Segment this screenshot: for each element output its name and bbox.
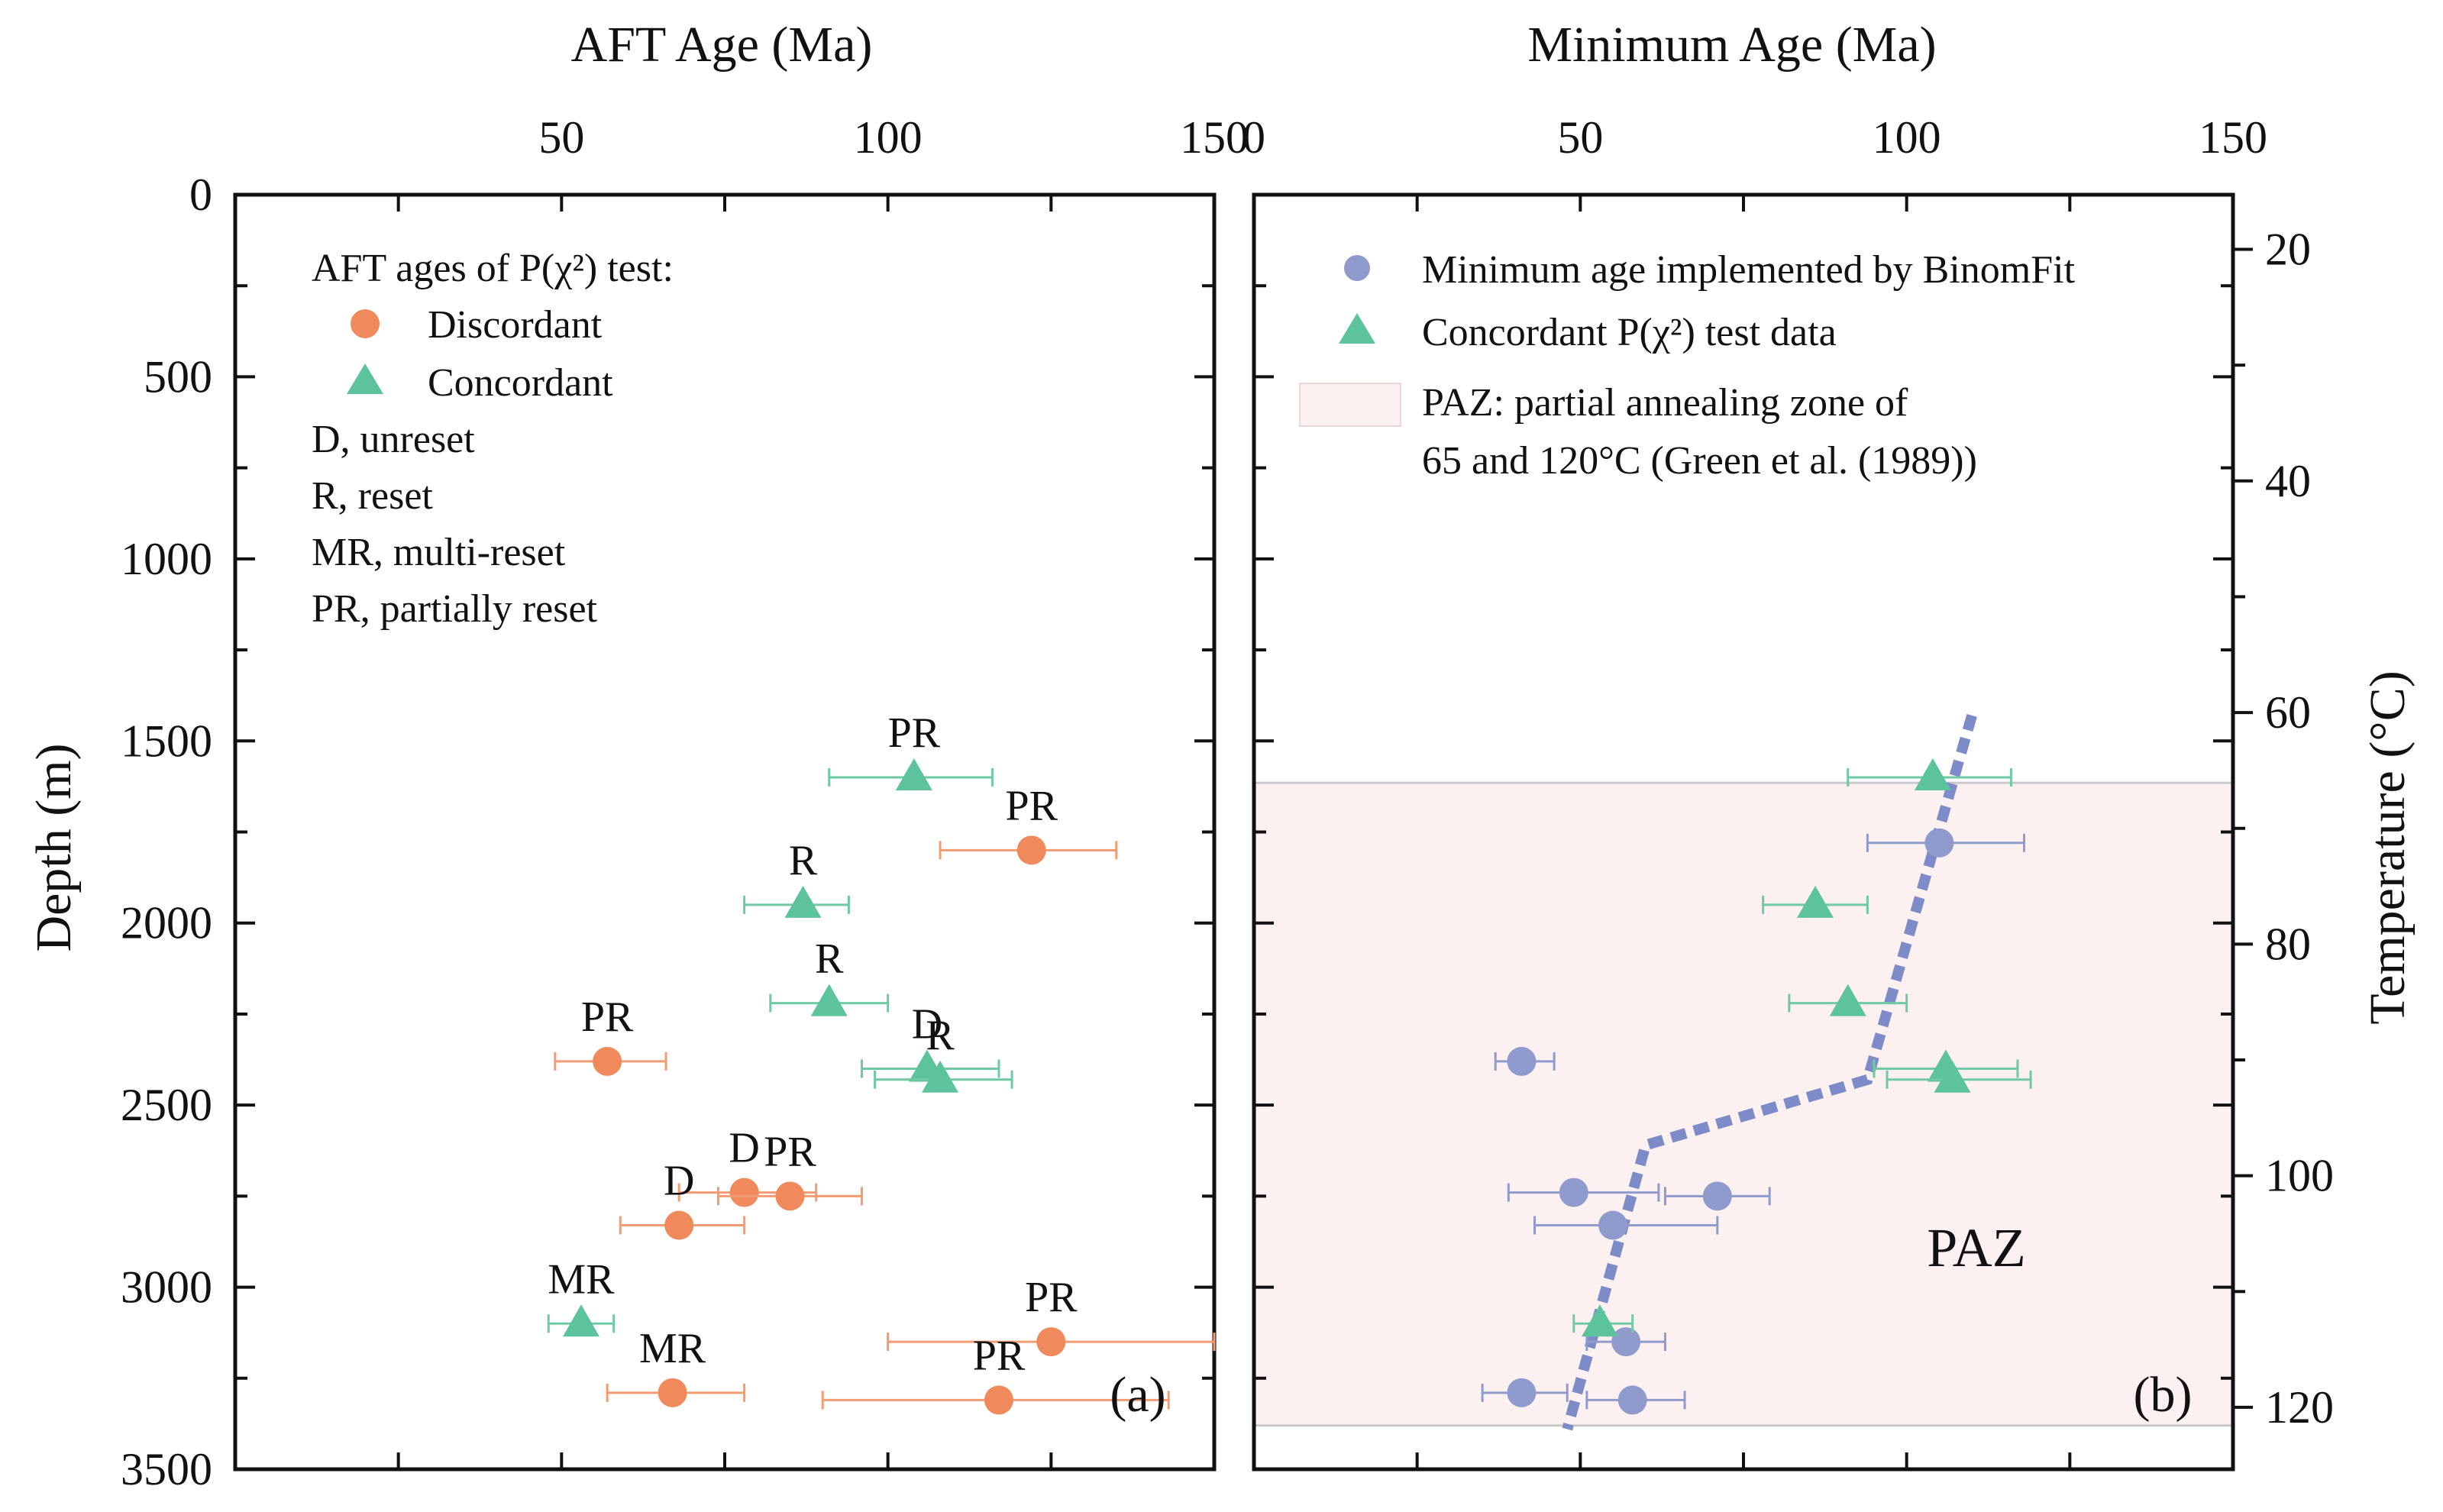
panel-b-x-axis-title: Minimum Age (Ma)	[1527, 17, 1936, 73]
trend-line	[1562, 713, 1977, 1431]
panel-a-x-tick-label: 150	[1180, 112, 1249, 163]
panel-b: Minimum Age (Ma) Temperature (°C) 0 50 100…	[1243, 17, 2416, 1472]
panel-a-point-label: PR	[973, 1332, 1026, 1379]
panel-a-y-tick-label: 500	[144, 351, 212, 402]
panel-a-y-tick-label: 1500	[121, 716, 212, 766]
legend-b-paz-label-line2: 65 and 120°C (Green et al. (1989))	[1422, 439, 1977, 483]
panel-a-point-label: PR	[1025, 1274, 1078, 1321]
panel-a-y-tick-label: 0	[189, 170, 212, 220]
panel-b-circle-point	[1598, 1210, 1628, 1240]
panel-a-point-label: R	[789, 837, 818, 884]
panel-a-circle-point	[729, 1178, 759, 1207]
panel-b-triangle-point	[1581, 1304, 1618, 1337]
panel-a-y-tick-label: 3500	[121, 1444, 212, 1494]
legend-a-title: AFT ages of P(χ²) test:	[312, 247, 674, 290]
legend-a-concordant-marker	[347, 363, 383, 394]
legend-b-concordant-marker	[1339, 313, 1375, 344]
panel-a-circle-point	[984, 1385, 1013, 1415]
panel-a-x-tick-label: 50	[538, 112, 584, 163]
panel-b-triangle-point	[1829, 984, 1866, 1016]
panel-b-circle-point	[1507, 1378, 1537, 1407]
legend-b-paz-label: PAZ: partial annealing zone of	[1422, 381, 1908, 425]
panel-b-x-tick-label: 50	[1557, 112, 1603, 163]
temp-tick-label: 60	[2265, 687, 2311, 738]
panel-b-legend: Minimum age implemented by BinomFit Conc…	[1299, 248, 2076, 483]
panel-a-triangle-point	[895, 758, 932, 790]
panel-a-y-axis-title: Depth (m)	[26, 743, 82, 951]
panel-b-x-tick-label: 100	[1873, 112, 1941, 163]
panel-b-circle-point	[1617, 1385, 1647, 1415]
panel-b-circle-point	[1702, 1181, 1732, 1211]
panel-a-point-label: MR	[548, 1255, 615, 1303]
legend-a-note-3: PR, partially reset	[312, 587, 598, 631]
temp-tick-label: 40	[2265, 456, 2311, 506]
panel-a-point-label: MR	[639, 1325, 706, 1372]
panel-a-legend: AFT ages of P(χ²) test: Discordant Conco…	[312, 247, 674, 631]
panel-a-circle-point	[593, 1046, 622, 1076]
panel-b-triangle-point	[1934, 1060, 1971, 1093]
panel-a-circle-point	[775, 1181, 805, 1211]
legend-b-paz-swatch	[1299, 383, 1401, 427]
panel-a-point-label: PR	[764, 1128, 816, 1175]
panel-a-y-tick-label: 2000	[121, 898, 212, 948]
panel-b-circle-point	[1507, 1046, 1537, 1076]
panel-b-triangle-point	[1797, 885, 1834, 918]
panel-a-triangle-point	[562, 1304, 599, 1337]
temp-tick-label: 120	[2265, 1382, 2334, 1433]
legend-b-binomfit-marker	[1344, 255, 1370, 281]
panel-b-triangle-point	[1914, 758, 1951, 790]
legend-a-discordant-label: Discordant	[428, 303, 603, 347]
panel-a-point-label: PR	[581, 993, 634, 1041]
panel-a-point-label: R	[926, 1012, 955, 1059]
panel-a-point-label: D	[912, 1000, 942, 1048]
panel-a-triangle-point	[810, 984, 848, 1016]
panel-a-circle-point	[664, 1210, 694, 1240]
panel-b-label: (b)	[2134, 1367, 2193, 1423]
legend-b-binomfit-label: Minimum age implemented by BinomFit	[1422, 248, 2076, 292]
panel-a-x-tick-label: 100	[854, 112, 923, 163]
legend-a-note-1: R, reset	[312, 474, 433, 518]
paz-zone	[1252, 781, 2235, 1427]
legend-a-note-0: D, unreset	[312, 418, 475, 461]
panel-a-point-label: D	[664, 1158, 694, 1205]
panel-a-circle-point	[1016, 835, 1046, 865]
panel-b-circle-point	[1611, 1327, 1641, 1357]
panel-a-triangle-point	[784, 885, 822, 918]
panel-a-label: (a)	[1110, 1367, 1165, 1423]
panel-a-x-axis-title: AFT Age (Ma)	[571, 17, 873, 73]
paz-label: PAZ	[1927, 1217, 2025, 1278]
panel-b-right-axis-title: Temperature (°C)	[2360, 670, 2416, 1024]
panel-a: AFT Age (Ma) Depth (m) 50 100 150050010001…	[26, 17, 1249, 1494]
panel-a-point-label: D	[729, 1125, 759, 1172]
panel-a-circle-point	[658, 1378, 687, 1407]
panel-a-point-label: R	[815, 935, 844, 983]
panel-b-x-tick-label: 0	[1243, 112, 1265, 163]
panel-b-x-tick-label: 150	[2199, 112, 2267, 163]
temp-tick-label: 80	[2265, 919, 2311, 969]
legend-b-concordant-label: Concordant P(χ²) test data	[1422, 311, 1837, 354]
legend-a-note-2: MR, multi-reset	[312, 531, 566, 574]
panel-b-circle-point	[1559, 1178, 1588, 1207]
panel-a-y-tick-label: 3000	[121, 1262, 212, 1313]
panel-a-circle-point	[1036, 1327, 1066, 1357]
panel-a-triangle-point	[922, 1060, 959, 1093]
temp-tick-label: 20	[2265, 225, 2311, 275]
panel-b-circle-point	[1924, 828, 1954, 858]
temp-tick-label: 100	[2265, 1151, 2334, 1201]
legend-a-concordant-label: Concordant	[428, 361, 613, 405]
panel-a-y-tick-label: 2500	[121, 1080, 212, 1130]
panel-a-point-label: PR	[888, 709, 941, 757]
panel-a-y-tick-label: 1000	[121, 534, 212, 584]
legend-a-discordant-marker	[351, 309, 380, 338]
panel-a-point-label: PR	[1005, 782, 1058, 829]
